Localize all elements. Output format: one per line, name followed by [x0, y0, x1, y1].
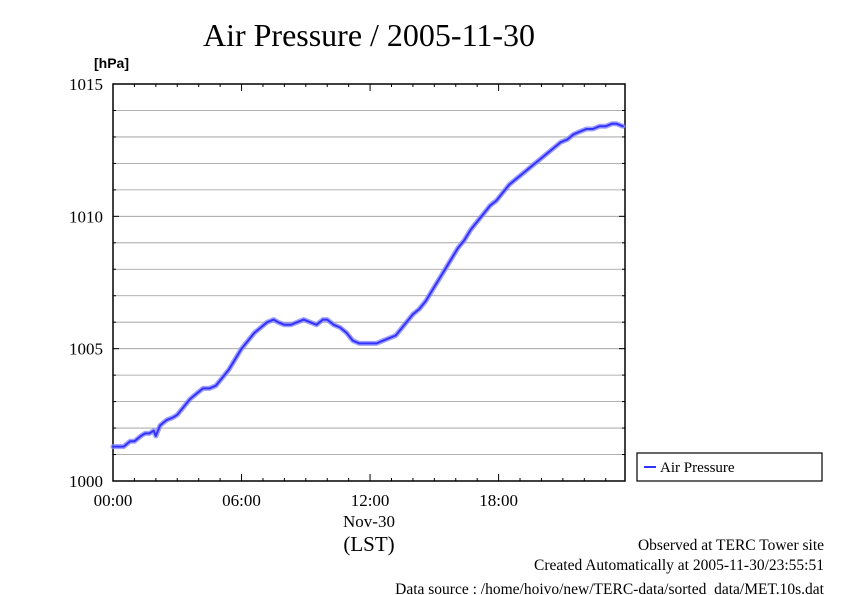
y-tick-label: 1005	[69, 340, 103, 359]
x-tick-label: 18:00	[479, 491, 518, 510]
y-tick-label: 1000	[69, 472, 103, 491]
x-axis-tick-labels: 00:00 06:00 12:00 18:00	[94, 491, 518, 510]
y-tick-label: 1010	[69, 207, 103, 226]
series-layer	[110, 121, 626, 450]
footer-site: Observed at TERC Tower site	[638, 537, 824, 554]
x-axis-label: (LST)	[343, 532, 394, 556]
footer-created: Created Automatically at 2005-11-30/23:5…	[534, 557, 824, 574]
series-line-air-pressure	[112, 122, 624, 448]
legend-label-air-pressure: Air Pressure	[660, 460, 735, 476]
x-axis-date-label: Nov-30	[343, 512, 395, 531]
footer-source: Data source : /home/hoivo/new/TERC-data/…	[395, 581, 825, 595]
x-tick-label: 12:00	[351, 491, 390, 510]
grid-lines	[113, 110, 625, 455]
x-tick-label: 00:00	[94, 491, 133, 510]
axis-ticks	[112, 83, 625, 482]
y-axis-tick-labels: 1000 1005 1010 1015	[69, 75, 103, 491]
legend: Air Pressure	[636, 452, 823, 482]
chart-title: Air Pressure / 2005-11-30	[203, 17, 535, 53]
plot-frame	[112, 83, 626, 482]
legend-box	[636, 452, 823, 482]
y-unit-label: [hPa]	[94, 55, 129, 71]
y-tick-label: 1015	[69, 75, 103, 94]
series-halo-air-pressure	[110, 121, 626, 450]
x-tick-label: 06:00	[222, 491, 261, 510]
